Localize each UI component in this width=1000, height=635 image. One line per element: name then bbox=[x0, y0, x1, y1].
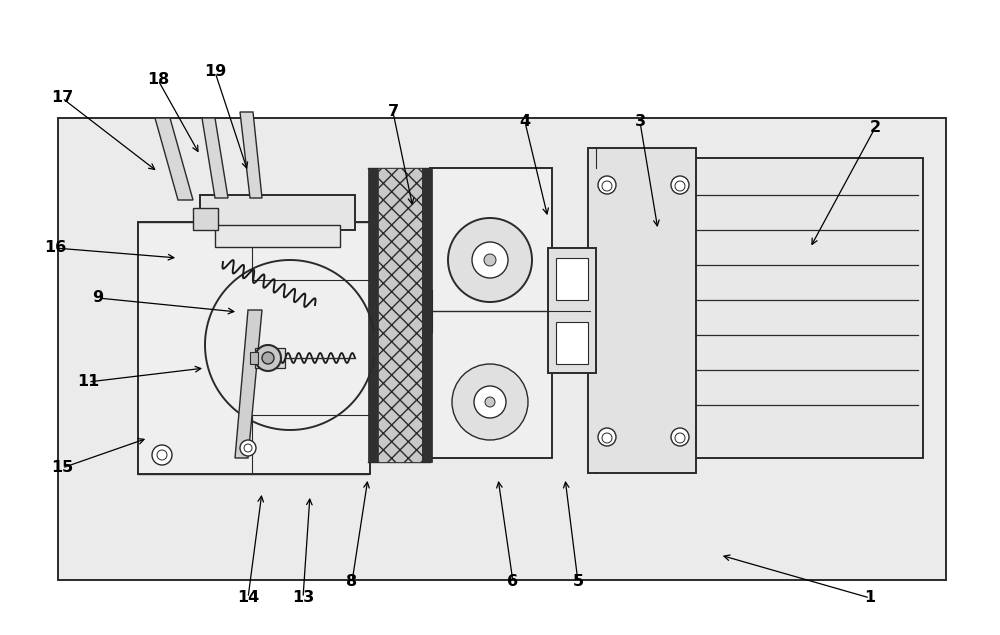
Bar bbox=[200, 195, 355, 230]
Bar bbox=[378, 168, 422, 462]
Bar bbox=[255, 348, 285, 368]
Text: 5: 5 bbox=[572, 575, 584, 589]
Text: 17: 17 bbox=[51, 91, 73, 105]
Polygon shape bbox=[155, 118, 193, 200]
Text: 11: 11 bbox=[77, 375, 99, 389]
Bar bbox=[193, 208, 218, 230]
Polygon shape bbox=[202, 118, 228, 198]
Text: 18: 18 bbox=[147, 72, 169, 88]
Circle shape bbox=[598, 428, 616, 446]
Circle shape bbox=[675, 433, 685, 443]
Text: 7: 7 bbox=[387, 105, 399, 119]
Circle shape bbox=[472, 242, 508, 278]
Polygon shape bbox=[235, 310, 262, 458]
Bar bbox=[422, 168, 432, 462]
Polygon shape bbox=[250, 352, 258, 364]
Circle shape bbox=[484, 254, 496, 266]
Circle shape bbox=[598, 176, 616, 194]
Circle shape bbox=[485, 397, 495, 407]
Text: 1: 1 bbox=[864, 591, 876, 606]
Text: 3: 3 bbox=[634, 114, 646, 130]
Circle shape bbox=[452, 364, 528, 440]
Text: 19: 19 bbox=[204, 65, 226, 79]
Text: 13: 13 bbox=[292, 591, 314, 606]
Text: 9: 9 bbox=[92, 290, 104, 305]
Circle shape bbox=[671, 428, 689, 446]
Bar bbox=[215, 225, 340, 247]
Bar bbox=[556, 258, 588, 300]
Circle shape bbox=[240, 440, 256, 456]
Bar bbox=[588, 148, 696, 473]
Bar bbox=[138, 222, 370, 474]
Circle shape bbox=[474, 386, 506, 418]
Circle shape bbox=[448, 218, 532, 302]
Circle shape bbox=[602, 433, 612, 443]
Circle shape bbox=[262, 352, 274, 364]
Circle shape bbox=[671, 176, 689, 194]
Circle shape bbox=[255, 345, 281, 371]
Text: 14: 14 bbox=[237, 591, 259, 606]
Bar bbox=[58, 118, 946, 580]
Text: 6: 6 bbox=[507, 575, 519, 589]
Circle shape bbox=[157, 450, 167, 460]
Text: 8: 8 bbox=[346, 575, 358, 589]
Bar bbox=[430, 168, 552, 458]
Circle shape bbox=[602, 181, 612, 191]
Circle shape bbox=[152, 445, 172, 465]
Text: 15: 15 bbox=[51, 460, 73, 476]
Polygon shape bbox=[240, 112, 262, 198]
Bar bbox=[548, 248, 596, 373]
Circle shape bbox=[675, 181, 685, 191]
Bar bbox=[556, 322, 588, 364]
Text: 2: 2 bbox=[869, 121, 881, 135]
Bar bbox=[688, 158, 923, 458]
Bar bbox=[368, 168, 378, 462]
Text: 4: 4 bbox=[519, 114, 531, 130]
Circle shape bbox=[244, 444, 252, 452]
Text: 16: 16 bbox=[44, 241, 66, 255]
